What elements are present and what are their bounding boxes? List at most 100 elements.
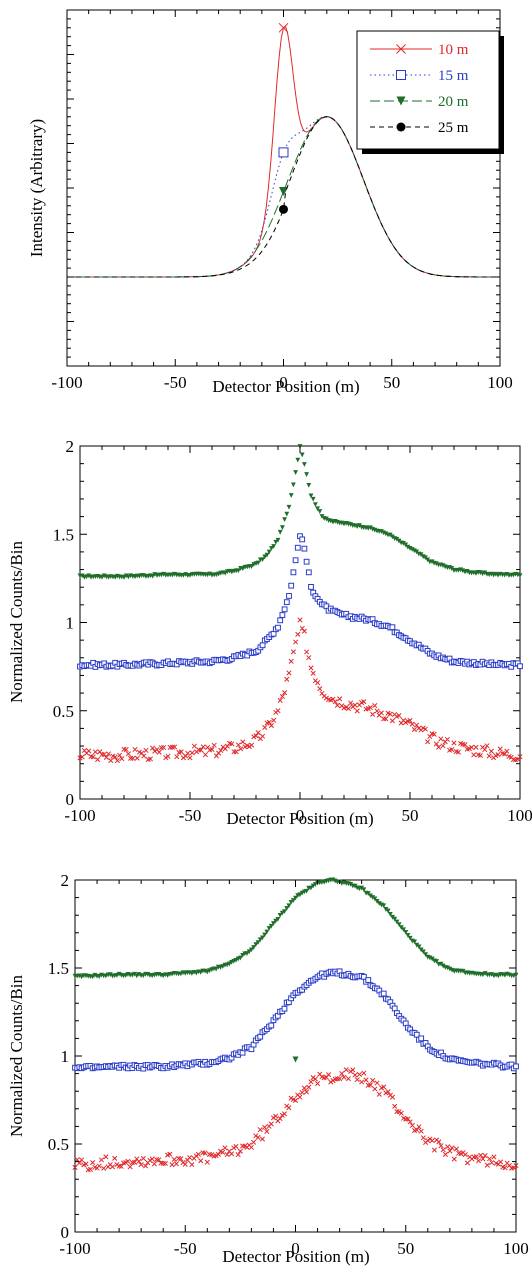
- data-point: [198, 1158, 204, 1164]
- data-point: [279, 612, 286, 618]
- data-point: [343, 1067, 349, 1073]
- data-point: [246, 949, 252, 955]
- legend-marker: [396, 96, 406, 106]
- data-point: [191, 743, 197, 749]
- data-point: [317, 509, 323, 514]
- data-point: [337, 1076, 343, 1082]
- data-point: [363, 1077, 369, 1083]
- data-point: [262, 932, 268, 938]
- data-point: [315, 680, 321, 686]
- data-point: [273, 918, 279, 924]
- data-point: [308, 885, 314, 891]
- data-point: [449, 746, 455, 753]
- data-point: [389, 718, 395, 724]
- data-point: [473, 1154, 479, 1160]
- data-point: [229, 741, 235, 747]
- data-point: [222, 1145, 228, 1151]
- data-point: [339, 1070, 345, 1077]
- data-point: [405, 933, 411, 938]
- data-point: [224, 1151, 230, 1158]
- y-tick-labels: 0 0.5 1 1.5 2: [53, 437, 74, 809]
- data-point: [409, 1122, 415, 1129]
- data-point: [286, 504, 292, 510]
- data-point: [367, 1082, 374, 1088]
- data-point: [308, 584, 314, 590]
- data-point: [293, 639, 299, 645]
- data-point: [215, 1151, 221, 1158]
- data-point: [361, 699, 367, 705]
- data-point: [101, 1165, 107, 1171]
- data-point: [198, 747, 204, 753]
- data-point: [72, 1164, 78, 1171]
- data-point: [332, 699, 338, 705]
- x-tick-labels: -100 -50 0 50 100: [59, 1239, 528, 1258]
- data-point: [178, 1156, 184, 1162]
- data-point: [374, 708, 380, 714]
- data-point: [345, 1076, 351, 1082]
- data-point: [486, 753, 492, 759]
- data-point: [414, 1127, 420, 1133]
- data-point: [236, 568, 241, 574]
- data-point: [451, 1156, 457, 1162]
- y-tick-label: 0.5: [53, 702, 74, 721]
- data-point: [162, 1160, 168, 1166]
- data-point: [359, 1079, 365, 1085]
- data-point: [497, 746, 503, 752]
- data-point: [295, 631, 301, 637]
- data-point: [264, 1128, 270, 1134]
- peak-marker: [278, 22, 289, 33]
- data-point: [257, 1127, 263, 1133]
- y-tick-label: 0.5: [48, 1135, 69, 1154]
- data-point: [264, 929, 270, 935]
- data-point: [147, 756, 153, 762]
- data-point: [260, 935, 265, 941]
- data-point: [259, 1136, 265, 1142]
- data-point: [163, 755, 169, 761]
- data-point: [297, 892, 303, 898]
- data-point: [436, 744, 442, 750]
- data-point: [96, 1163, 102, 1169]
- data-point: [244, 951, 250, 956]
- data-point: [453, 1146, 460, 1152]
- data-points: [77, 444, 523, 764]
- data-point: [138, 1162, 144, 1168]
- data-point: [213, 966, 219, 972]
- data-point: [130, 755, 136, 761]
- data-point: [282, 517, 287, 523]
- data-point: [288, 582, 295, 589]
- data-point: [288, 658, 294, 664]
- data-point: [161, 744, 167, 751]
- data-point: [231, 1145, 237, 1151]
- data-point: [409, 547, 415, 552]
- data-point: [484, 743, 490, 749]
- data-point: [286, 1105, 292, 1111]
- data-point: [262, 724, 268, 730]
- data-point: [233, 749, 239, 755]
- data-point: [277, 617, 284, 624]
- data-point: [345, 706, 351, 712]
- data-point: [141, 753, 147, 759]
- data-point: [260, 557, 265, 563]
- data-point: [482, 971, 488, 976]
- data-point: [284, 676, 290, 682]
- data-point: [207, 571, 213, 577]
- data-point: [286, 670, 292, 676]
- data-point: [444, 736, 450, 742]
- data-point: [488, 748, 494, 754]
- data-point: [262, 554, 268, 560]
- data-point: [455, 749, 461, 755]
- data-point: [291, 482, 296, 488]
- data-point: [266, 549, 272, 555]
- data-point: [471, 752, 477, 758]
- data-point: [304, 649, 310, 655]
- data-point: [87, 1166, 93, 1172]
- data-point: [306, 1084, 312, 1090]
- data-point: [299, 1090, 305, 1096]
- data-point: [235, 1152, 241, 1158]
- data-point: [462, 742, 468, 748]
- data-point: [149, 1156, 155, 1162]
- data-point: [513, 1063, 519, 1070]
- data-point: [401, 927, 406, 933]
- data-point: [156, 1157, 162, 1163]
- data-point: [326, 1072, 332, 1078]
